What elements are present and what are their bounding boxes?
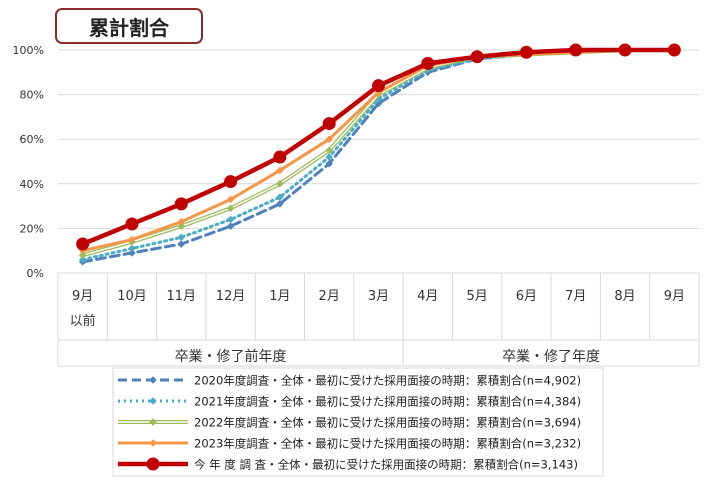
data-point <box>325 146 334 155</box>
data-point <box>519 45 533 59</box>
data-point <box>177 233 186 242</box>
data-point <box>177 217 186 226</box>
legend-box <box>112 367 604 477</box>
x-tick-label: 9月 <box>72 289 93 304</box>
y-tick-label: 0% <box>27 267 44 280</box>
data-point <box>325 153 334 161</box>
legend-marker <box>149 418 157 426</box>
x-tick-label: 2月 <box>319 289 340 304</box>
data-point <box>470 50 484 64</box>
legend-label: 2022年度調査・全体・最初に受けた採用面接の時期：累積割合(n=3,694) <box>194 416 581 430</box>
data-point <box>276 179 284 188</box>
data-point <box>128 235 136 244</box>
data-point <box>276 193 284 202</box>
data-point <box>177 240 186 248</box>
series-line <box>80 47 677 247</box>
data-point <box>618 43 632 57</box>
data-point <box>226 195 235 204</box>
x-tick-label: 6月 <box>516 289 537 304</box>
data-point <box>322 117 336 131</box>
data-point <box>325 159 334 168</box>
y-tick-label: 60% <box>20 133 44 146</box>
x-tick-label: 8月 <box>614 289 635 304</box>
data-point <box>325 135 334 144</box>
data-point <box>421 56 435 70</box>
x-tick-label: 5月 <box>466 289 487 304</box>
y-tick-label: 80% <box>20 89 44 102</box>
data-point <box>226 222 235 231</box>
x-tick-label: 12月 <box>216 289 246 304</box>
x-tick-label: 3月 <box>368 289 389 304</box>
chart-title: 累計割合 <box>55 8 203 44</box>
legend-label: 2021年度調査・全体・最初に受けた採用面接の時期：累積割合(n=4,384) <box>194 395 581 409</box>
legend-label: 今 年 度 調 査・全体・最初に受けた採用面接の時期：累積割合(n=3,143) <box>194 458 578 472</box>
data-point <box>78 255 87 264</box>
x-tick-label: 以前 <box>70 313 96 329</box>
data-point <box>226 204 235 213</box>
data-point <box>276 166 284 175</box>
legend-marker <box>149 376 157 384</box>
legend-label: 2023年度調査・全体・最初に受けた採用面接の時期：累積割合(n=3,232) <box>194 437 581 451</box>
y-tick-label: 20% <box>20 222 44 235</box>
x-tick-label: 1月 <box>269 289 290 304</box>
y-tick-label: 40% <box>20 178 44 191</box>
y-tick-label: 100% <box>13 44 44 57</box>
legend-marker <box>146 457 160 471</box>
data-point <box>177 222 186 231</box>
x-tick-label: 11月 <box>166 289 196 304</box>
x-tick-label: 10月 <box>117 289 147 304</box>
legend-marker <box>149 439 157 447</box>
x-tick-label: 4月 <box>417 289 438 304</box>
data-point <box>226 215 235 224</box>
data-point <box>78 251 87 260</box>
data-point <box>76 237 90 251</box>
data-point <box>174 197 188 211</box>
x-tick-label: 9月 <box>664 289 685 304</box>
period-group-label: 卒業・修了年度 <box>502 349 600 365</box>
data-point <box>276 200 284 208</box>
data-point <box>372 79 385 93</box>
data-point <box>125 217 139 231</box>
period-group-label: 卒業・修了前年度 <box>175 348 287 365</box>
legend-marker <box>149 397 157 405</box>
data-point <box>273 150 287 164</box>
data-point <box>224 175 238 189</box>
legend-label: 2020年度調査・全体・最初に受けた採用面接の時期：累積割合(n=4,902) <box>194 374 581 388</box>
data-point <box>569 43 583 57</box>
data-point <box>667 43 681 57</box>
data-point <box>128 249 136 257</box>
x-tick-label: 7月 <box>565 289 586 304</box>
data-point <box>128 244 136 253</box>
